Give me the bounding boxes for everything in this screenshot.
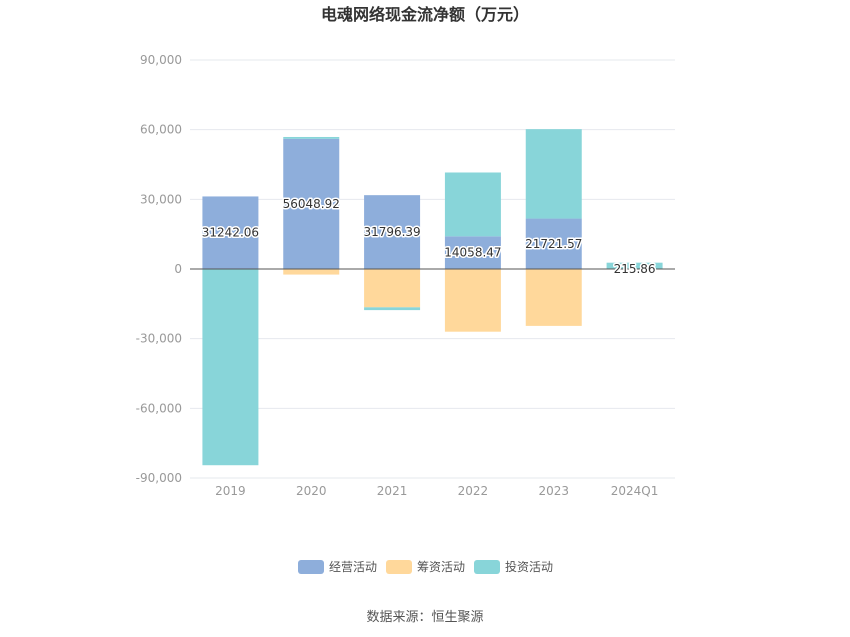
bar-投资活动-2020[interactable] — [283, 136, 340, 139]
bar-经营活动-2022[interactable] — [444, 236, 501, 269]
data-label: 56048.92 — [283, 197, 340, 211]
legend-label: 筹资活动 — [417, 560, 465, 574]
bar-筹资活动-2020[interactable] — [283, 269, 340, 275]
legend[interactable]: 经营活动 筹资活动 投资活动 — [298, 559, 553, 574]
data-label: 215.86 — [614, 262, 656, 276]
y-tick-label: -60,000 — [136, 401, 182, 415]
bar-投资活动-2024Q1[interactable] — [606, 262, 663, 269]
bar-经营活动-2023[interactable] — [525, 218, 582, 269]
data-label: 31796.39 — [363, 225, 420, 239]
legend-swatch — [386, 560, 412, 574]
legend-item-投资活动[interactable]: 投资活动 — [474, 559, 553, 574]
legend-item-经营活动[interactable]: 经营活动 — [298, 560, 377, 574]
y-tick-label: 90,000 — [140, 53, 182, 67]
bar-筹资活动-2022[interactable] — [444, 269, 501, 332]
data-label: 21721.57 — [525, 237, 582, 251]
data-labels: 31242.06 56048.92 31796.39 14058.47 21721.57… — [200, 195, 657, 277]
bar-经营活动-2020[interactable] — [283, 138, 340, 269]
legend-item-筹资活动[interactable]: 筹资活动 — [386, 560, 465, 574]
y-tick-label: 0 — [174, 262, 182, 276]
y-tick-label: -90,000 — [136, 471, 182, 485]
x-tick-label: 2022 — [458, 484, 489, 498]
legend-swatch — [474, 560, 500, 574]
x-tick-label: 2020 — [296, 484, 327, 498]
bar-筹资活动-2023[interactable] — [525, 269, 582, 326]
legend-swatch — [298, 560, 324, 574]
data-label: 14058.47 — [444, 246, 501, 260]
bar-经营活动-2021[interactable] — [364, 195, 421, 269]
x-tick-label: 2019 — [215, 484, 246, 498]
bar-投资活动-2019[interactable] — [202, 269, 259, 466]
bars — [202, 129, 663, 466]
bar-经营活动-2019[interactable] — [202, 196, 259, 269]
legend-label: 经营活动 — [329, 560, 377, 574]
bar-投资活动-2021[interactable] — [364, 307, 421, 311]
x-tick-label: 2023 — [538, 484, 569, 498]
legend-label: 投资活动 — [505, 559, 553, 574]
y-tick-label: 30,000 — [140, 192, 182, 206]
chart-title: 电魂网络现金流净额（万元） — [321, 5, 529, 24]
bar-筹资活动-2021[interactable] — [364, 269, 421, 308]
x-tick-label: 2024Q1 — [611, 484, 659, 498]
bar-投资活动-2022[interactable] — [444, 172, 501, 237]
bar-投资活动-2023[interactable] — [525, 129, 582, 219]
y-tick-label: 60,000 — [140, 123, 182, 137]
x-tick-label: 2021 — [377, 484, 408, 498]
y-tick-label: -30,000 — [136, 332, 182, 346]
x-axis: 2019 2020 2021 2022 2023 2024Q1 — [215, 484, 658, 498]
data-source: 数据来源：恒生聚源 — [366, 610, 483, 625]
data-label: 31242.06 — [202, 226, 259, 240]
y-axis: 90,000 60,000 30,000 0 -30,000 -60,000 -90,000 — [136, 53, 182, 485]
